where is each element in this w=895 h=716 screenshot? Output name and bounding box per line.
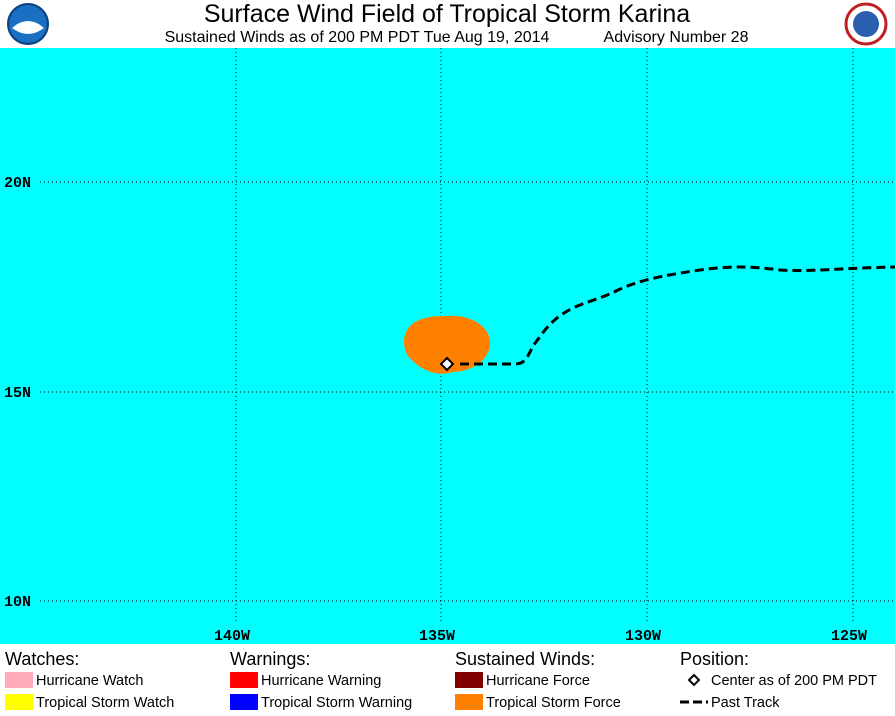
legend-swatch [5, 694, 33, 710]
legend-heading: Position: [680, 649, 749, 669]
legend-item: Hurricane Force [486, 673, 590, 689]
noaa-logo-bird [12, 21, 44, 34]
latitude-label: 15N [4, 385, 31, 402]
legend-swatch [5, 672, 33, 688]
legend-item: Tropical Storm Force [486, 695, 621, 711]
advisory: Advisory Number 28 [604, 29, 749, 46]
longitude-label: 135W [419, 628, 455, 645]
subtitle: Sustained Winds as of 200 PM PDT Tue Aug… [165, 29, 550, 46]
legend-item: Center as of 200 PM PDT [711, 673, 877, 689]
legend-swatch [455, 672, 483, 688]
legend-item: Tropical Storm Watch [36, 695, 174, 711]
legend-heading: Sustained Winds: [455, 649, 595, 669]
graticule: 20N 15N 10N 140W 135W 130W 125W [4, 48, 895, 645]
legend-swatch [455, 694, 483, 710]
nws-logo-inner [853, 11, 879, 37]
tropical-storm-wind-field [404, 315, 491, 374]
latitude-label: 20N [4, 175, 31, 192]
past-track [460, 265, 895, 366]
longitude-label: 125W [831, 628, 867, 645]
legend-item: Hurricane Watch [36, 673, 143, 689]
legend-center-symbol [687, 673, 701, 687]
legend: Watches: Hurricane Watch Tropical Storm Wa… [5, 649, 877, 711]
legend-heading: Warnings: [230, 649, 310, 669]
legend-heading: Watches: [5, 649, 79, 669]
title: Surface Wind Field of Tropical Storm Kar… [204, 0, 690, 28]
longitude-label: 140W [214, 628, 250, 645]
legend-item: Hurricane Warning [261, 673, 381, 689]
latitude-label: 10N [4, 594, 31, 611]
legend-item: Past Track [711, 695, 780, 711]
longitude-label: 130W [625, 628, 661, 645]
legend-item: Tropical Storm Warning [261, 695, 412, 711]
legend-swatch [230, 672, 258, 688]
storm-center [439, 356, 455, 372]
legend-swatch [230, 694, 258, 710]
